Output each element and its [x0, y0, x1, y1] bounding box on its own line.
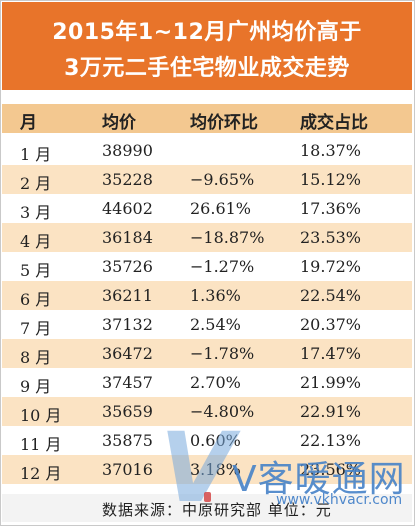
watermark-dot-icon	[204, 492, 211, 502]
cell-price: 36472	[102, 344, 153, 363]
title-line-1: 2015年1~12月广州均价高于	[52, 20, 362, 45]
cell-month: 8 月	[20, 348, 52, 367]
cell-month: 9 月	[20, 377, 52, 396]
header-ratio: 均价环比	[190, 113, 258, 133]
cell-month: 4 月	[20, 232, 52, 251]
cell-price: 38990	[102, 141, 153, 160]
cell-month: 11 月	[20, 435, 62, 454]
cell-share: 15.12%	[300, 170, 362, 189]
title-banner: 2015年1~12月广州均价高于 3万元二手住宅物业成交走势	[2, 2, 412, 90]
cell-share: 17.47%	[300, 344, 362, 363]
watermark-brand: V客暖通网	[232, 459, 406, 500]
cell-ratio: 1.36%	[190, 286, 241, 305]
table-row: 11 月 35875 0.60% 22.13%	[2, 426, 412, 455]
cell-ratio: −9.65%	[190, 170, 255, 189]
cell-share: 22.13%	[300, 431, 362, 450]
title-line-2: 3万元二手住宅物业成交走势	[64, 56, 350, 81]
cell-share: 21.99%	[300, 373, 362, 392]
cell-month: 12 月	[20, 464, 62, 483]
cell-ratio: −1.78%	[190, 344, 255, 363]
cell-ratio: 2.70%	[190, 373, 241, 392]
cell-price: 37016	[102, 460, 153, 479]
cell-month: 5 月	[20, 261, 52, 280]
table-row: 9 月 37457 2.70% 21.99%	[2, 368, 412, 397]
cell-price: 35726	[102, 257, 153, 276]
cell-share: 17.36%	[300, 199, 362, 218]
cell-month: 3 月	[20, 203, 52, 222]
cell-month: 10 月	[20, 406, 62, 425]
cell-month: 1 月	[20, 145, 52, 164]
cell-ratio: 0.60%	[190, 431, 241, 450]
cell-ratio: 26.61%	[190, 199, 252, 218]
cell-price: 35659	[102, 402, 153, 421]
cell-ratio: −18.87%	[190, 228, 265, 247]
cell-ratio: 2.54%	[190, 315, 241, 334]
cell-ratio: −4.80%	[190, 402, 255, 421]
cell-share: 23.56%	[300, 460, 362, 479]
watermark-url: www.vkhvacr.com	[276, 492, 403, 508]
table-header-row: 月 均价 均价环比 成交占比	[2, 104, 412, 133]
cell-month: 7 月	[20, 319, 52, 338]
table-row: 1 月 38990 18.37%	[2, 136, 412, 165]
table-row: 3 月 44602 26.61% 17.36%	[2, 194, 412, 223]
cell-share: 23.53%	[300, 228, 362, 247]
table-row: 2 月 35228 −9.65% 15.12%	[2, 165, 412, 194]
cell-month: 2 月	[20, 174, 52, 193]
table-row: 5 月 35726 −1.27% 19.72%	[2, 252, 412, 281]
cell-share: 18.37%	[300, 141, 362, 160]
cell-ratio: 3.18%	[190, 460, 241, 479]
watermark-logo: V V客暖通网 www.vkhvacr.com	[160, 420, 415, 526]
header-price: 均价	[102, 113, 136, 133]
watermark-v-icon: V	[160, 412, 235, 524]
cell-price: 37457	[102, 373, 153, 392]
table-row: 4 月 36184 −18.87% 23.53%	[2, 223, 412, 252]
source-note: 数据来源：中原研究部 单位：元	[102, 501, 332, 519]
table-row: 7 月 37132 2.54% 20.37%	[2, 310, 412, 339]
cell-price: 37132	[102, 315, 153, 334]
cell-price: 35228	[102, 170, 153, 189]
cell-ratio: −1.27%	[190, 257, 255, 276]
cell-price: 44602	[102, 199, 153, 218]
header-share: 成交占比	[300, 113, 368, 133]
table-row: 8 月 36472 −1.78% 17.47%	[2, 339, 412, 368]
table-row: 12 月 37016 3.18% 23.56%	[2, 455, 412, 484]
cell-month: 6 月	[20, 290, 52, 309]
cell-price: 36211	[102, 286, 153, 305]
table-row: 6 月 36211 1.36% 22.54%	[2, 281, 412, 310]
cell-share: 20.37%	[300, 315, 362, 334]
cell-share: 22.91%	[300, 402, 362, 421]
cell-share: 22.54%	[300, 286, 362, 305]
cell-price: 36184	[102, 228, 153, 247]
cell-price: 35875	[102, 431, 153, 450]
header-month: 月	[20, 113, 37, 133]
table-row: 10 月 35659 −4.80% 22.91%	[2, 397, 412, 426]
cell-share: 19.72%	[300, 257, 362, 276]
